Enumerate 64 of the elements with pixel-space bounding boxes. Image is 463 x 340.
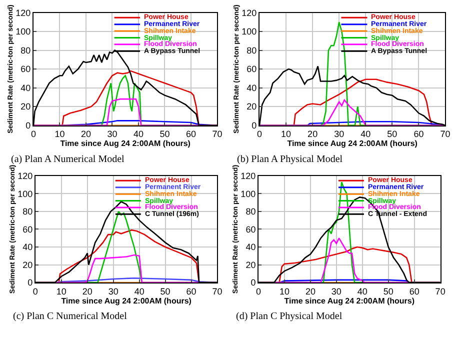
x-tick-label: 50 <box>160 129 170 140</box>
x-axis-title: Time since Aug 24 2:00AM (hours) <box>61 296 192 306</box>
x-tick-label: 60 <box>409 286 420 296</box>
x-tick-label: 60 <box>414 129 424 140</box>
y-tick-label: 60 <box>22 224 33 234</box>
y-tick-label: 100 <box>242 26 257 37</box>
y-tick-label: 0 <box>250 278 256 288</box>
x-tick-label: 40 <box>134 286 144 296</box>
x-tick-label: 50 <box>383 286 394 296</box>
y-tick-label: 60 <box>246 224 256 234</box>
y-tick-label: 100 <box>18 188 33 199</box>
x-axis-title: Time since Aug 24 2:00AM (hours) <box>284 296 415 306</box>
y-tick-label: 80 <box>246 206 256 217</box>
y-tick-label: 60 <box>246 64 257 74</box>
x-tick-label: 20 <box>80 129 91 140</box>
x-tick-label: 30 <box>107 129 118 140</box>
x-tick-label: 30 <box>331 286 342 296</box>
y-tick-label: 80 <box>22 206 33 217</box>
y-tick-label: 20 <box>246 102 257 112</box>
y-tick-label: 20 <box>22 260 33 270</box>
text: (b) Plan A Physical Model <box>237 154 343 165</box>
y-tick-label: 120 <box>242 8 257 18</box>
y-tick-label: 40 <box>22 242 33 252</box>
y-tick-label: 0 <box>28 278 33 288</box>
y-tick-label: 80 <box>20 45 31 56</box>
x-tick-label: 70 <box>435 286 446 296</box>
text: (d) Plan C Physical Model <box>236 311 342 322</box>
x-tick-label: 50 <box>387 129 398 140</box>
x-tick-label: 30 <box>334 129 344 140</box>
x-tick-label: 20 <box>82 286 92 296</box>
y-tick-label: 120 <box>16 8 31 18</box>
y-tick-label: 0 <box>252 120 257 131</box>
x-tick-label: 30 <box>108 286 118 296</box>
y-tick-label: 100 <box>240 188 256 199</box>
x-tick-label: 40 <box>360 129 371 140</box>
x-tick-label: 10 <box>56 286 66 296</box>
y-tick-label: 100 <box>16 26 31 37</box>
x-axis-title: Time since Aug 24 2:00AM (hours) <box>287 139 418 148</box>
y-tick-label: 20 <box>246 260 256 270</box>
x-tick-label: 70 <box>212 129 222 140</box>
x-tick-label: 60 <box>186 129 196 140</box>
text: (a) Plan A Numerical Model <box>11 154 125 165</box>
y-tick-label: 0 <box>26 120 31 131</box>
x-tick-label: 40 <box>357 286 368 296</box>
x-tick-label: 20 <box>308 129 318 140</box>
x-tick-label: 20 <box>305 286 316 296</box>
x-tick-label: 10 <box>54 129 65 140</box>
y-tick-label: 120 <box>240 170 256 181</box>
text: (c) Plan C Numerical Model <box>13 311 128 322</box>
x-axis-title: Time since Aug 24 2:00AM (hours) <box>60 139 191 148</box>
x-tick-label: 70 <box>440 129 450 140</box>
x-tick-label: 10 <box>281 129 292 140</box>
x-tick-label: 50 <box>160 286 170 296</box>
x-tick-label: 40 <box>133 129 144 140</box>
y-tick-label: 40 <box>246 82 257 93</box>
y-tick-label: 60 <box>20 64 31 74</box>
x-tick-label: 70 <box>212 286 222 296</box>
y-tick-label: 20 <box>20 102 31 112</box>
y-tick-label: 40 <box>246 242 256 252</box>
y-tick-label: 80 <box>246 45 257 56</box>
x-tick-label: 10 <box>279 286 290 296</box>
y-tick-label: 120 <box>18 170 33 181</box>
x-tick-label: 60 <box>186 286 196 296</box>
y-tick-label: 40 <box>20 82 31 93</box>
